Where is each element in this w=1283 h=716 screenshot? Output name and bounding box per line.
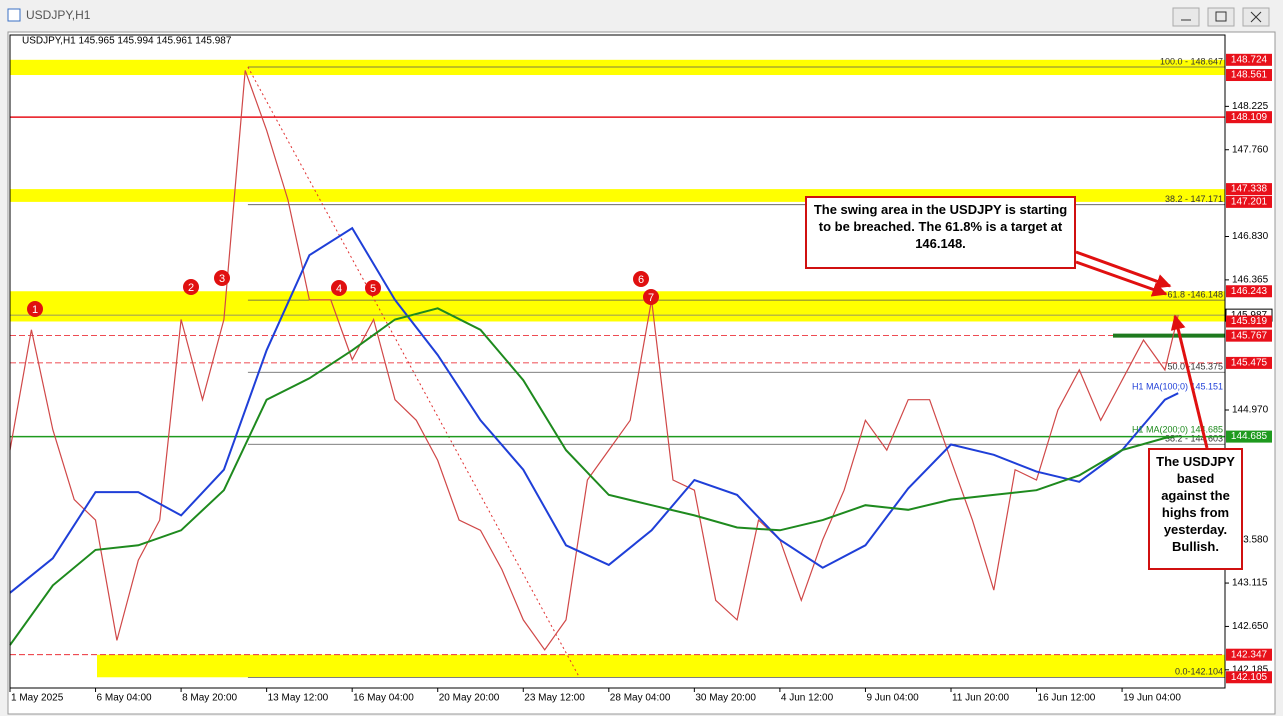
zone: [10, 59, 1225, 76]
marker-label: 7: [648, 292, 654, 304]
y-tick-label: 142.650: [1232, 621, 1269, 632]
y-tick-label: 147.760: [1232, 144, 1269, 155]
fib-trendline: [247, 66, 580, 678]
price-box: [1226, 648, 1272, 661]
y-tick-label: 143.580: [1232, 534, 1269, 545]
plot-frame: [9, 34, 1226, 689]
x-tick-label: 6 May 04:00: [97, 693, 152, 704]
x-tick-label: 1 May 2025: [11, 693, 64, 704]
window-title: USDJPY,H1: [26, 8, 91, 22]
marker: [331, 280, 347, 296]
annotation-box: The USDJPY based against the highs from …: [1148, 448, 1243, 570]
moving-average: [9, 226, 1179, 594]
price-box-label: 142.347: [1231, 649, 1268, 660]
y-tick-label: 148.225: [1232, 101, 1269, 112]
price-box-label: 148.724: [1231, 54, 1268, 65]
price-box: [1226, 430, 1272, 443]
x-tick-label: 30 May 20:00: [695, 693, 756, 704]
marker: [183, 279, 199, 295]
price-box: [1226, 111, 1272, 124]
price-box: [1226, 315, 1272, 328]
x-tick-label: 16 Jun 12:00: [1038, 693, 1096, 704]
price-box: [1226, 183, 1272, 196]
annotation-box: The swing area in the USDJPY is starting…: [805, 196, 1076, 269]
x-tick-label: 11 Jun 20:00: [952, 693, 1010, 704]
marker: [27, 301, 43, 317]
series-label: H1 MA(200;0) 144.685: [1132, 425, 1223, 435]
marker-label: 6: [638, 274, 644, 286]
zone: [10, 291, 1225, 322]
x-tick-label: 13 May 12:00: [268, 693, 329, 704]
price-box: [1226, 69, 1272, 82]
x-tick-label: 23 May 12:00: [524, 693, 585, 704]
price-box-label: 148.109: [1231, 112, 1268, 123]
x-tick-label: 16 May 04:00: [353, 693, 414, 704]
price-box: [1226, 53, 1272, 66]
x-tick-label: 20 May 20:00: [439, 693, 500, 704]
close-icon: [1250, 11, 1262, 23]
price-box: [1226, 671, 1272, 684]
x-tick-label: 28 May 04:00: [610, 693, 671, 704]
y-tick-label: 146.365: [1232, 275, 1269, 286]
marker-label: 3: [219, 273, 225, 285]
minimize-button[interactable]: [1172, 7, 1200, 27]
price-box-label: 144.685: [1231, 431, 1268, 442]
fib-label: 38.2 - 147.171: [1165, 194, 1223, 204]
price-box: [1226, 195, 1272, 208]
price-box: [1226, 356, 1272, 369]
price-line: [9, 70, 1179, 651]
annotation-arrow: [1170, 314, 1209, 449]
maximize-button[interactable]: [1207, 7, 1235, 27]
price-box-label: 145.919: [1231, 316, 1268, 327]
maximize-icon: [1215, 11, 1227, 22]
marker-label: 2: [188, 282, 194, 294]
x-tick-label: 9 Jun 04:00: [866, 693, 919, 704]
y-tick-label: 146.830: [1232, 231, 1269, 242]
y-tick-label: 143.115: [1232, 578, 1268, 589]
price-box: [1226, 329, 1272, 342]
zone: [97, 654, 1225, 678]
price-box-label: 142.105: [1231, 672, 1268, 683]
fib-label: 38.2 - 144.603: [1165, 434, 1223, 444]
price-box-label: 146.243: [1231, 286, 1268, 297]
fib-label: 61.8 -146.148: [1167, 289, 1223, 299]
window-icon: [7, 8, 21, 22]
moving-average: [9, 307, 1179, 646]
price-box-label: 145.767: [1231, 330, 1268, 341]
price-box-label: 145.475: [1231, 358, 1268, 369]
annotation-arrow: [1075, 250, 1172, 289]
price-box: [1226, 285, 1272, 298]
chart-header: USDJPY,H1 145.965 145.994 145.961 145.98…: [22, 36, 232, 47]
price-box-label: 147.338: [1231, 184, 1268, 195]
marker-label: 4: [336, 283, 342, 295]
series-label: H1 MA(100;0) 145.151: [1132, 382, 1223, 392]
marker-label: 5: [370, 283, 376, 295]
title-bar: [0, 0, 1283, 30]
annotation-arrow: [1075, 260, 1168, 297]
marker: [643, 289, 659, 305]
marker: [633, 271, 649, 287]
fib-label: 100.0 - 148.647: [1160, 56, 1223, 66]
marker-label: 1: [32, 304, 38, 316]
x-tick-label: 8 May 20:00: [182, 693, 237, 704]
chart-background: [7, 31, 1276, 715]
marker: [365, 280, 381, 296]
price-box-label: 148.561: [1231, 70, 1268, 81]
y-tick-label: 142.185: [1232, 664, 1269, 675]
price-box-label: 145.987: [1231, 310, 1268, 321]
x-tick-label: 4 Jun 12:00: [781, 693, 834, 704]
fib-label: 50.0 -145.375: [1167, 362, 1223, 372]
y-tick-label: 144.970: [1232, 405, 1269, 416]
fib-label: 0.0-142.104: [1175, 667, 1223, 677]
price-box-label: 147.201: [1231, 197, 1268, 208]
marker: [214, 270, 230, 286]
x-tick-label: 19 Jun 04:00: [1123, 693, 1181, 704]
